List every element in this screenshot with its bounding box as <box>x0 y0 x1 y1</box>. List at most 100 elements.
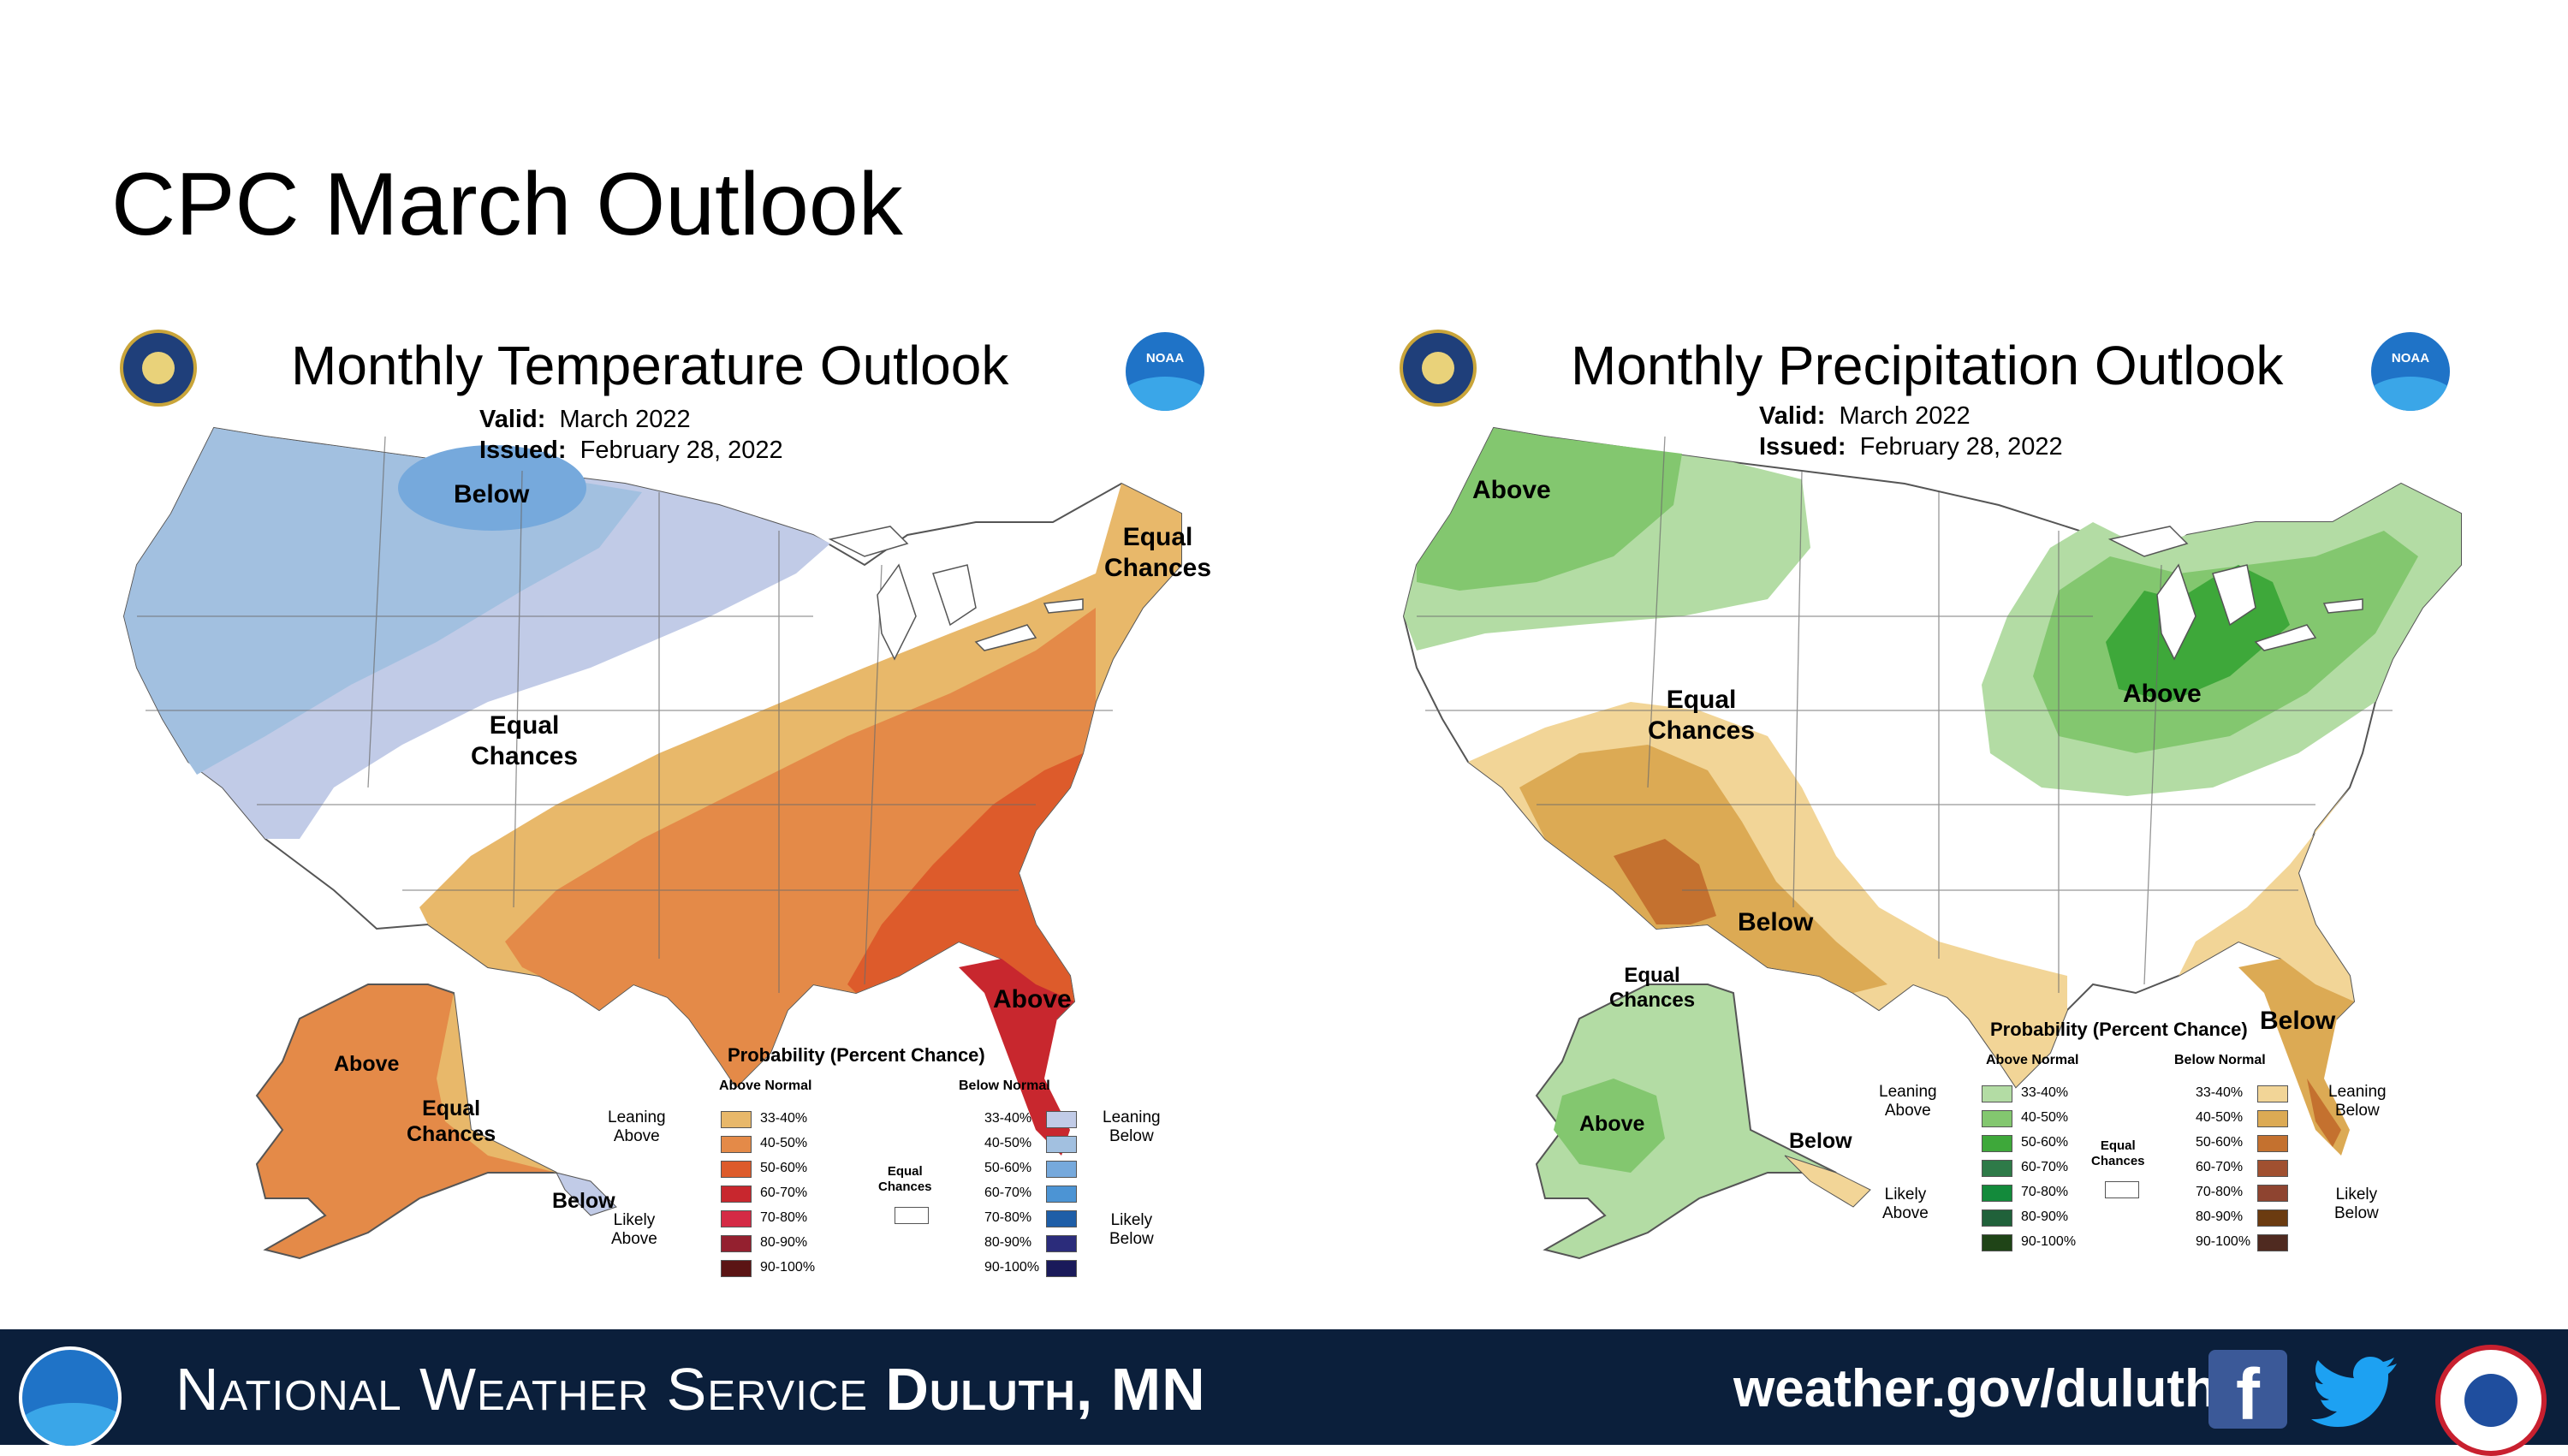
precip-legend-equal-swatch <box>2105 1181 2139 1198</box>
temp-legend-above-swatch <box>721 1186 752 1203</box>
temperature-outlook-panel: Monthly Temperature Outlook Valid: March… <box>43 308 1258 1293</box>
precip-below-fl-50-60 <box>2307 1079 2341 1147</box>
temp-legend-below-range: 50-60% <box>984 1161 1032 1175</box>
precip-legend-below-swatch <box>2257 1209 2288 1227</box>
alaska-outline <box>1535 984 1837 1260</box>
precip-legend-above-range: 70-80% <box>2021 1185 2069 1199</box>
temp-legend-below-swatch <box>1046 1186 1077 1203</box>
precip-label-below-fl: Below <box>2260 1007 2336 1035</box>
temp-legend-above-range: 60-70% <box>760 1186 808 1200</box>
slide-title: CPC March Outlook <box>111 155 903 254</box>
temp-legend-below-range: 33-40% <box>984 1111 1032 1126</box>
temp-legend-above-range: 70-80% <box>760 1210 808 1225</box>
temp-above-50-60 <box>847 753 1083 1019</box>
precip-above-nw-40-50 <box>1417 428 1682 591</box>
precip-legend-above-swatch <box>1982 1185 2012 1202</box>
precip-legend-above-swatch <box>1982 1234 2012 1251</box>
precip-legend-below-swatch <box>2257 1110 2288 1127</box>
temp-legend-likely-below: Likely Below <box>1109 1211 1154 1248</box>
precip-below-se-33-40 <box>2179 787 2354 1019</box>
precip-legend-below-range: 50-60% <box>2196 1135 2244 1150</box>
temp-label-below-ak: Below <box>552 1189 615 1213</box>
temp-legend-below-swatch <box>1046 1161 1077 1178</box>
temp-legend-above-swatch <box>721 1136 752 1153</box>
precip-legend-below-swatch <box>2257 1085 2288 1102</box>
facebook-icon[interactable]: f <box>2208 1350 2287 1435</box>
temp-legend-title: Probability (Percent Chance) <box>728 1044 985 1066</box>
precip-valid-value: March 2022 <box>1839 402 1971 430</box>
precip-legend-above-swatch <box>1982 1209 2012 1227</box>
precip-legend: Probability (Percent Chance) Above Norma… <box>1879 1019 2478 1310</box>
precip-legend-below-range: 70-80% <box>2196 1185 2244 1199</box>
twitter-icon[interactable] <box>2311 1348 2405 1434</box>
precip-issued-value: February 28, 2022 <box>1859 433 2063 461</box>
temp-legend-above-head: Above Normal <box>719 1079 812 1093</box>
alaska-equal <box>437 993 556 1173</box>
precip-below-sw-40-50 <box>1519 745 1887 993</box>
temperature-outlook-map <box>122 426 1182 1260</box>
precip-legend-above-swatch <box>1982 1160 2012 1177</box>
temp-legend-above-range: 33-40% <box>760 1111 808 1126</box>
temp-legend-above-swatch <box>721 1210 752 1227</box>
precip-legend-equal: Equal Chances <box>2091 1138 2145 1168</box>
precip-below-sw-50-60 <box>1614 839 1716 924</box>
precip-legend-above-range: 60-70% <box>2021 1160 2069 1174</box>
temp-legend-above-swatch <box>721 1235 752 1252</box>
precip-legend-below-swatch <box>2257 1185 2288 1202</box>
precip-label-below-ak: Below <box>1789 1129 1852 1153</box>
precip-label-above-ak: Above <box>1579 1112 1645 1136</box>
noaa-logo-icon <box>19 1346 122 1449</box>
precip-legend-above-swatch <box>1982 1085 2012 1102</box>
temp-legend-equal: Equal Chances <box>878 1164 932 1194</box>
precip-legend-below-range: 40-50% <box>2196 1110 2244 1125</box>
precip-panel-title: Monthly Precipitation Outlook <box>1571 335 2284 396</box>
temp-legend-above-swatch <box>721 1260 752 1277</box>
temp-legend-below-swatch <box>1046 1235 1077 1252</box>
temp-label-below-north: Below <box>454 480 530 508</box>
precip-legend-above-range: 80-90% <box>2021 1209 2069 1224</box>
precip-legend-below-range: 90-100% <box>2196 1234 2251 1249</box>
temp-valid-label: Valid: <box>479 406 546 433</box>
alaska-below <box>556 1172 617 1216</box>
precip-legend-below-range: 80-90% <box>2196 1209 2244 1224</box>
temp-issued-value: February 28, 2022 <box>580 437 783 464</box>
precip-legend-likely-below: Likely Below <box>2334 1186 2379 1222</box>
alaska-above-40-50 <box>1554 1079 1665 1173</box>
precip-validity: Valid: March 2022 Issued: February 28, 2… <box>1759 401 2063 462</box>
temp-valid-value: March 2022 <box>559 406 691 433</box>
precip-label-equal-west: Equal Chances <box>1648 686 1756 745</box>
temp-above-40-50 <box>505 608 1096 1087</box>
precip-legend-above-range: 40-50% <box>2021 1110 2069 1125</box>
temp-legend-above-swatch <box>721 1111 752 1128</box>
doc-seal-icon <box>1400 330 1477 407</box>
precip-legend-below-head: Below Normal <box>2174 1053 2266 1067</box>
temp-legend-leaning-below: Leaning Below <box>1103 1108 1161 1145</box>
footer-bar: National Weather Service Duluth, MN weat… <box>0 1329 2568 1456</box>
temp-legend-leaning-above: Leaning Above <box>608 1108 666 1145</box>
precip-legend-leaning-above: Leaning Above <box>1879 1083 1937 1120</box>
temp-label-above-se: Above <box>993 985 1072 1013</box>
temp-legend-above-range: 50-60% <box>760 1161 808 1175</box>
precip-legend-below-swatch <box>2257 1135 2288 1152</box>
temp-legend-above-range: 80-90% <box>760 1235 808 1250</box>
temp-legend-below-range: 90-100% <box>984 1260 1040 1275</box>
footer-office: Duluth, MN <box>885 1356 1206 1423</box>
precip-legend-likely-above: Likely Above <box>1882 1186 1929 1222</box>
temp-issued-label: Issued: <box>479 437 567 464</box>
nws-seal-icon <box>2435 1345 2547 1456</box>
temp-legend-below-range: 60-70% <box>984 1186 1032 1200</box>
precip-legend-below-swatch <box>2257 1160 2288 1177</box>
precip-legend-above-swatch <box>1982 1135 2012 1152</box>
temp-legend-above-swatch <box>721 1161 752 1178</box>
noaa-logo-icon: NOAA <box>1126 332 1204 411</box>
precip-label-above-glakes: Above <box>2123 680 2202 708</box>
temp-label-equal-west: Equal Chances <box>471 711 579 770</box>
footer-website-link[interactable]: weather.gov/duluth <box>1733 1359 2217 1418</box>
precip-legend-leaning-below: Leaning Below <box>2328 1083 2387 1120</box>
precip-legend-below-range: 33-40% <box>2196 1085 2244 1100</box>
temp-legend-below-range: 40-50% <box>984 1136 1032 1150</box>
precip-legend-above-range: 90-100% <box>2021 1234 2077 1249</box>
temp-legend-above-range: 90-100% <box>760 1260 816 1275</box>
temp-label-equal-ne: Equal Chances <box>1104 523 1212 582</box>
precip-legend-title: Probability (Percent Chance) <box>1990 1019 2248 1040</box>
